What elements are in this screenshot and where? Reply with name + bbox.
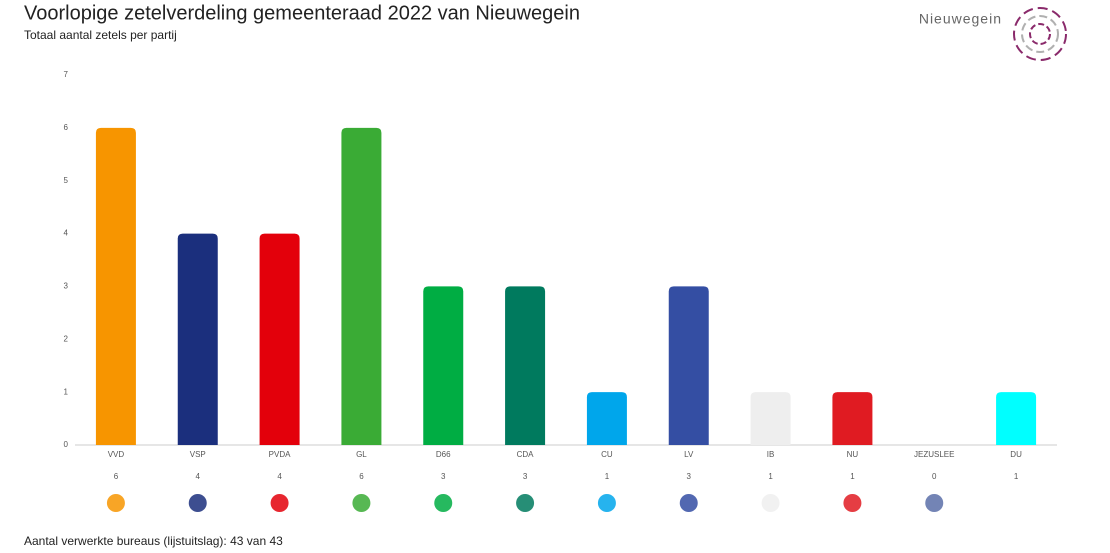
bar	[177, 233, 218, 445]
bar	[95, 127, 136, 445]
bar	[832, 392, 873, 445]
value-label: 3	[687, 472, 692, 481]
x-tick-label: CDA	[517, 450, 535, 459]
party-logo	[597, 494, 616, 512]
x-tick-label: PVDA	[269, 450, 291, 459]
value-label: 6	[359, 472, 364, 481]
value-label: 4	[277, 472, 282, 481]
value-label: 3	[523, 472, 528, 481]
bar	[586, 392, 627, 445]
party-logo	[679, 494, 698, 512]
brand-logo	[1013, 7, 1067, 61]
party-logo	[516, 494, 535, 512]
party-logo	[925, 494, 944, 512]
value-label: 1	[605, 472, 610, 481]
value-label: 4	[196, 472, 201, 481]
brand: Nieuwegein	[919, 11, 1002, 27]
value-label: 6	[114, 472, 119, 481]
y-tick-label: 1	[64, 387, 69, 396]
bar	[750, 392, 791, 445]
bar	[341, 127, 382, 445]
party-logo	[270, 494, 289, 512]
chart-title: Voorlopige zetelverdeling gemeenteraad 2…	[24, 2, 580, 24]
value-label: 1	[1014, 472, 1019, 481]
bar	[505, 286, 546, 445]
x-tick-label: JEZUSLEE	[914, 450, 954, 459]
value-label: 1	[768, 472, 773, 481]
value-label: 0	[932, 472, 937, 481]
footnote: Aantal verwerkte bureaus (lijstuitslag):…	[24, 534, 283, 548]
x-tick-label: NU	[847, 450, 859, 459]
party-logo	[434, 494, 453, 512]
x-tick-label: CU	[601, 450, 613, 459]
party-logo	[188, 494, 207, 512]
chart-subtitle: Totaal aantal zetels per partij	[24, 28, 177, 42]
bar	[423, 286, 464, 445]
y-tick-label: 5	[64, 176, 69, 185]
party-logo	[843, 494, 862, 512]
y-tick-label: 7	[64, 70, 69, 79]
x-tick-label: VVD	[108, 450, 125, 459]
value-label: 1	[850, 472, 855, 481]
y-tick-label: 4	[64, 229, 69, 238]
bar	[996, 392, 1037, 445]
party-logo	[106, 494, 125, 512]
y-tick-label: 0	[64, 440, 69, 449]
bar	[668, 286, 709, 445]
party-logo	[352, 494, 371, 512]
x-tick-label: GL	[356, 450, 367, 459]
x-tick-label: LV	[684, 450, 694, 459]
y-tick-label: 6	[64, 123, 69, 132]
bar	[259, 233, 300, 445]
value-label: 3	[441, 472, 446, 481]
x-tick-label: VSP	[190, 450, 206, 459]
party-logo	[761, 494, 780, 512]
x-tick-label: IB	[767, 450, 775, 459]
y-tick-label: 3	[64, 282, 69, 291]
y-tick-label: 2	[64, 334, 69, 343]
x-tick-label: DU	[1010, 450, 1022, 459]
x-tick-label: D66	[436, 450, 451, 459]
